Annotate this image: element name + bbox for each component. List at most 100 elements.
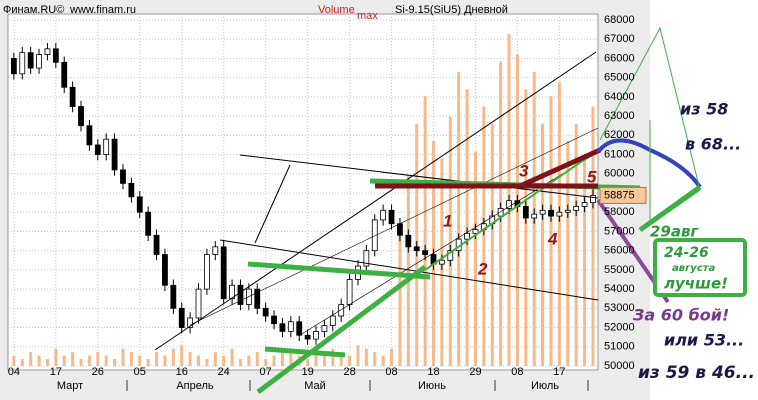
volume-bar [62, 355, 66, 366]
highlight-box [653, 238, 747, 297]
y-tick-label: 68000 [604, 14, 635, 26]
candle-body [397, 223, 403, 236]
candle-body [590, 195, 596, 204]
candle-body [103, 138, 110, 155]
volume-bar [331, 348, 335, 366]
volume-bar [398, 227, 402, 366]
candle-body [145, 211, 152, 236]
volume-bar [306, 359, 310, 366]
candle-body [237, 284, 244, 305]
candle-body [573, 206, 580, 211]
volume-bar [339, 352, 343, 366]
volume-bar [12, 355, 16, 366]
wave-label: 1 [443, 211, 452, 230]
volume-bar [113, 359, 117, 366]
candle-body [531, 213, 538, 219]
y-tick-label: 50000 [604, 360, 635, 372]
volume-bar [448, 116, 452, 366]
candle-body [581, 202, 588, 207]
candle-body [522, 206, 529, 219]
volume-bar [71, 352, 75, 366]
y-tick-label: 56000 [604, 245, 635, 257]
candle-body [94, 144, 101, 155]
wave-label: 5 [587, 167, 597, 186]
volume-bar [213, 352, 217, 366]
volume-bar [289, 348, 293, 366]
candle-body [254, 288, 261, 309]
trend-line [154, 51, 597, 351]
y-tick-label: 65000 [604, 72, 635, 84]
candle-body [153, 234, 160, 255]
volume-bar [163, 355, 167, 366]
y-tick-label: 55000 [604, 264, 635, 276]
volume-bar [104, 355, 108, 366]
candle-body [371, 219, 378, 252]
annotation: 24-26 [664, 245, 709, 261]
candle-body [363, 250, 370, 267]
candle-body [296, 321, 303, 336]
y-tick-label: 57000 [604, 225, 635, 237]
candle-body [464, 232, 470, 240]
volume-bar [457, 71, 461, 367]
drawings [154, 26, 747, 395]
green-line [264, 346, 346, 358]
candle-body [338, 304, 345, 317]
volume-bar [129, 352, 133, 366]
candle-body [27, 52, 34, 69]
candle-body [388, 209, 395, 225]
channel-line [299, 151, 599, 336]
candle-body [321, 325, 328, 332]
candle-body [195, 288, 202, 319]
x-tick-label: 24 [218, 366, 230, 378]
month-label: Апрель [176, 380, 214, 392]
month-label: Июль [531, 380, 559, 392]
volume-bar [574, 123, 578, 366]
volume-bar [541, 123, 545, 366]
candle-body [438, 259, 445, 265]
volume-bar [155, 352, 159, 366]
x-tick-label: 26 [92, 366, 104, 378]
x-tick-label: 28 [343, 366, 355, 378]
volume-bar [280, 352, 284, 366]
source: Финам.RU© [3, 4, 64, 16]
volume-bar [205, 359, 209, 366]
volume-bar [583, 158, 587, 366]
candle-body [539, 209, 546, 215]
instrument: Si-9.15(SiU5) Дневной [395, 4, 508, 16]
candle-body [506, 200, 512, 209]
x-tick-label: 05 [134, 366, 146, 378]
volume-bar [390, 348, 394, 366]
candle-body [329, 315, 336, 327]
y-tick-label: 62000 [604, 129, 635, 141]
candle-body [380, 209, 387, 221]
volume-bar [490, 123, 494, 366]
volume-bar [230, 348, 234, 366]
candle-body [279, 323, 286, 332]
candle-body [212, 246, 219, 255]
x-tick-label: 08 [511, 366, 523, 378]
volume-bar [524, 89, 528, 366]
volume-bar [20, 359, 24, 366]
volume-bar [96, 352, 100, 366]
volume-bar [171, 348, 175, 366]
y-tick-label: 51000 [604, 341, 635, 353]
x-tick-label: 18 [427, 366, 439, 378]
volume-bar [566, 141, 570, 366]
volume-bar [180, 345, 184, 366]
candle-body [287, 321, 294, 332]
volume-bar [264, 359, 268, 366]
annotation: из 59 в 46... [638, 363, 755, 383]
candle-body [120, 169, 126, 184]
month-label: Май [304, 380, 326, 392]
y-tick-label: 64000 [604, 91, 635, 103]
volume-bar [465, 89, 469, 366]
candle-body [111, 138, 118, 171]
volume-bar [373, 352, 377, 366]
candle-body [472, 229, 479, 234]
volume-bar [121, 348, 125, 366]
volume-bar [348, 355, 352, 366]
price-box [599, 186, 647, 204]
candle-body [405, 234, 412, 248]
wave-label: 3 [519, 161, 529, 180]
candle-body [78, 106, 84, 127]
